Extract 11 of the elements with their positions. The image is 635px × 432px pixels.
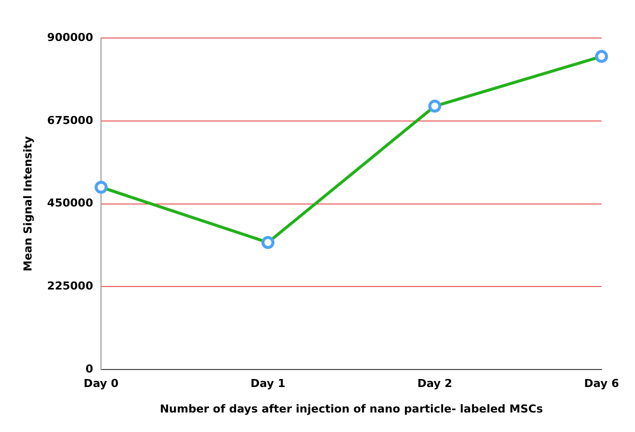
x-tick-label: Day 1 — [250, 377, 286, 390]
y-axis-title: Mean Signal Intensity — [21, 136, 34, 272]
x-axis-title: Number of days after injection of nano particle- labeled MSCs — [160, 402, 544, 416]
y-tick-label: 900000 — [47, 30, 94, 44]
x-tick-label: Day 6 — [584, 377, 620, 390]
y-tick-label: 450000 — [47, 196, 94, 210]
y-tick-label: 225000 — [47, 280, 94, 293]
y-tick-label: 675000 — [47, 114, 94, 127]
x-tick-label: Day 0 — [84, 377, 119, 390]
x-tick-label: Day 2 — [417, 377, 452, 390]
y-tick-label: 0 — [85, 362, 94, 376]
